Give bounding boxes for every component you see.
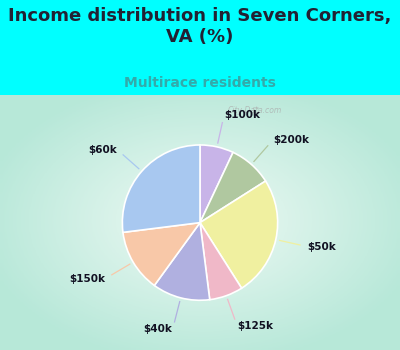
Wedge shape: [200, 145, 233, 223]
Text: Income distribution in Seven Corners,
VA (%): Income distribution in Seven Corners, VA…: [8, 7, 392, 46]
Text: $125k: $125k: [237, 321, 273, 331]
Text: $200k: $200k: [273, 135, 309, 145]
Text: $40k: $40k: [144, 324, 172, 335]
Wedge shape: [200, 152, 266, 223]
Text: City-Data.com: City-Data.com: [227, 106, 282, 114]
Text: $150k: $150k: [69, 274, 105, 284]
Text: ⌕: ⌕: [253, 105, 259, 115]
Text: $100k: $100k: [224, 110, 260, 120]
Wedge shape: [200, 181, 278, 288]
Wedge shape: [122, 145, 200, 232]
Text: $60k: $60k: [88, 145, 117, 155]
Wedge shape: [154, 223, 210, 300]
Wedge shape: [123, 223, 200, 286]
Text: $50k: $50k: [308, 242, 336, 252]
Wedge shape: [200, 223, 242, 300]
Text: Multirace residents: Multirace residents: [124, 76, 276, 90]
